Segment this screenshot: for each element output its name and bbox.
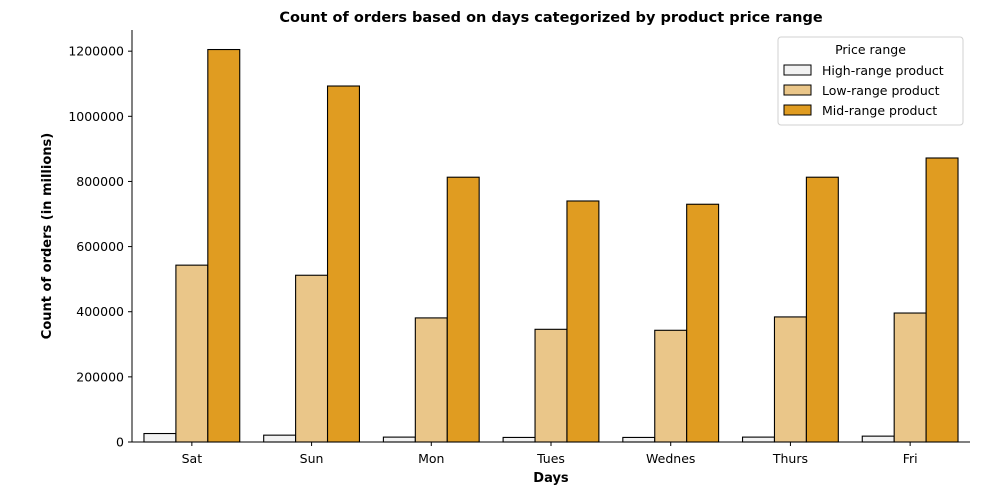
legend: Price range High-range product Low-range p… — [777, 36, 964, 126]
chart-title: Count of orders based on days categorize… — [279, 10, 823, 26]
x-tick-label: Thurs — [772, 451, 808, 466]
bar-thurs-series-0 — [741, 436, 776, 443]
x-tick-label: Mon — [418, 451, 444, 466]
y-tick-label: 0 — [116, 435, 124, 450]
bar-fri-series-0 — [861, 435, 895, 443]
y-tick-label: 600000 — [76, 239, 124, 254]
legend-box — [777, 36, 964, 126]
legend-entry-label: Mid-range product — [822, 103, 937, 118]
bars-layer — [143, 48, 959, 443]
bar-mon-series-1 — [414, 317, 448, 443]
bar-sat-series-0 — [143, 432, 177, 443]
y-tick-label: 800000 — [76, 174, 124, 189]
x-tick-label: Wednes — [646, 451, 695, 466]
bar-fri-series-1 — [893, 312, 927, 443]
x-axis-label: Days — [533, 471, 569, 486]
bar-sun-series-1 — [295, 274, 329, 443]
x-tick-label: Tues — [536, 451, 565, 466]
bar-wednes-series-2 — [686, 203, 720, 443]
bar-sun-series-2 — [326, 85, 360, 443]
bar-wednes-series-1 — [654, 329, 688, 443]
bar-thurs-series-2 — [805, 176, 839, 443]
y-tick-label: 1000000 — [68, 109, 124, 124]
bar-fri-series-2 — [925, 157, 959, 443]
bar-tues-series-0 — [502, 436, 536, 443]
y-axis-label: Count of orders (in millions) — [40, 133, 55, 339]
bar-wednes-series-0 — [622, 436, 656, 443]
y-ticks: 0 200000 400000 600000 800000 1000000 1200000 — [68, 44, 132, 450]
bar-tues-series-1 — [534, 328, 568, 443]
legend-swatch — [783, 104, 812, 116]
x-tick-label: Sun — [300, 451, 324, 466]
bar-mon-series-0 — [382, 436, 416, 443]
y-tick-label: 1200000 — [68, 44, 124, 59]
x-tick-label: Fri — [903, 451, 918, 466]
bar-tues-series-2 — [566, 200, 600, 443]
bar-sat-series-2 — [207, 48, 241, 443]
bar-thurs-series-1 — [773, 316, 807, 443]
x-tick-label: Sat — [182, 451, 203, 466]
legend-entry-label: Low-range product — [822, 83, 940, 98]
legend-entry-label: High-range product — [822, 63, 944, 78]
y-tick-label: 400000 — [76, 304, 124, 319]
legend-swatch — [783, 64, 812, 76]
bar-sun-series-0 — [263, 434, 297, 443]
legend-title: Price range — [835, 42, 906, 57]
y-tick-label: 200000 — [76, 369, 124, 384]
legend-swatch — [783, 84, 812, 96]
bar-mon-series-2 — [446, 176, 480, 443]
x-ticks: Sat Sun Mon Tues Wednes Thurs Fri — [182, 442, 918, 466]
bar-sat-series-1 — [175, 264, 209, 443]
